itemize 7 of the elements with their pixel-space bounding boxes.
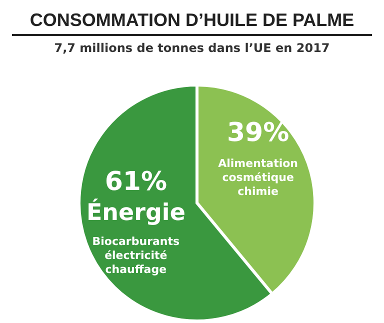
data-label: 61%: [104, 166, 168, 197]
chart-subtitle: 7,7 millions de tonnes dans l’UE en 2017: [54, 41, 330, 55]
data-label: 39%: [226, 118, 290, 148]
slice-label: Alimentation cosmétique chimie: [218, 157, 298, 198]
slice-label: Énergie: [86, 198, 186, 226]
text: Biocarburants électricité chauffage: [92, 234, 180, 276]
chart-title: CONSOMMATION D’HUILE DE PALME: [30, 10, 354, 30]
